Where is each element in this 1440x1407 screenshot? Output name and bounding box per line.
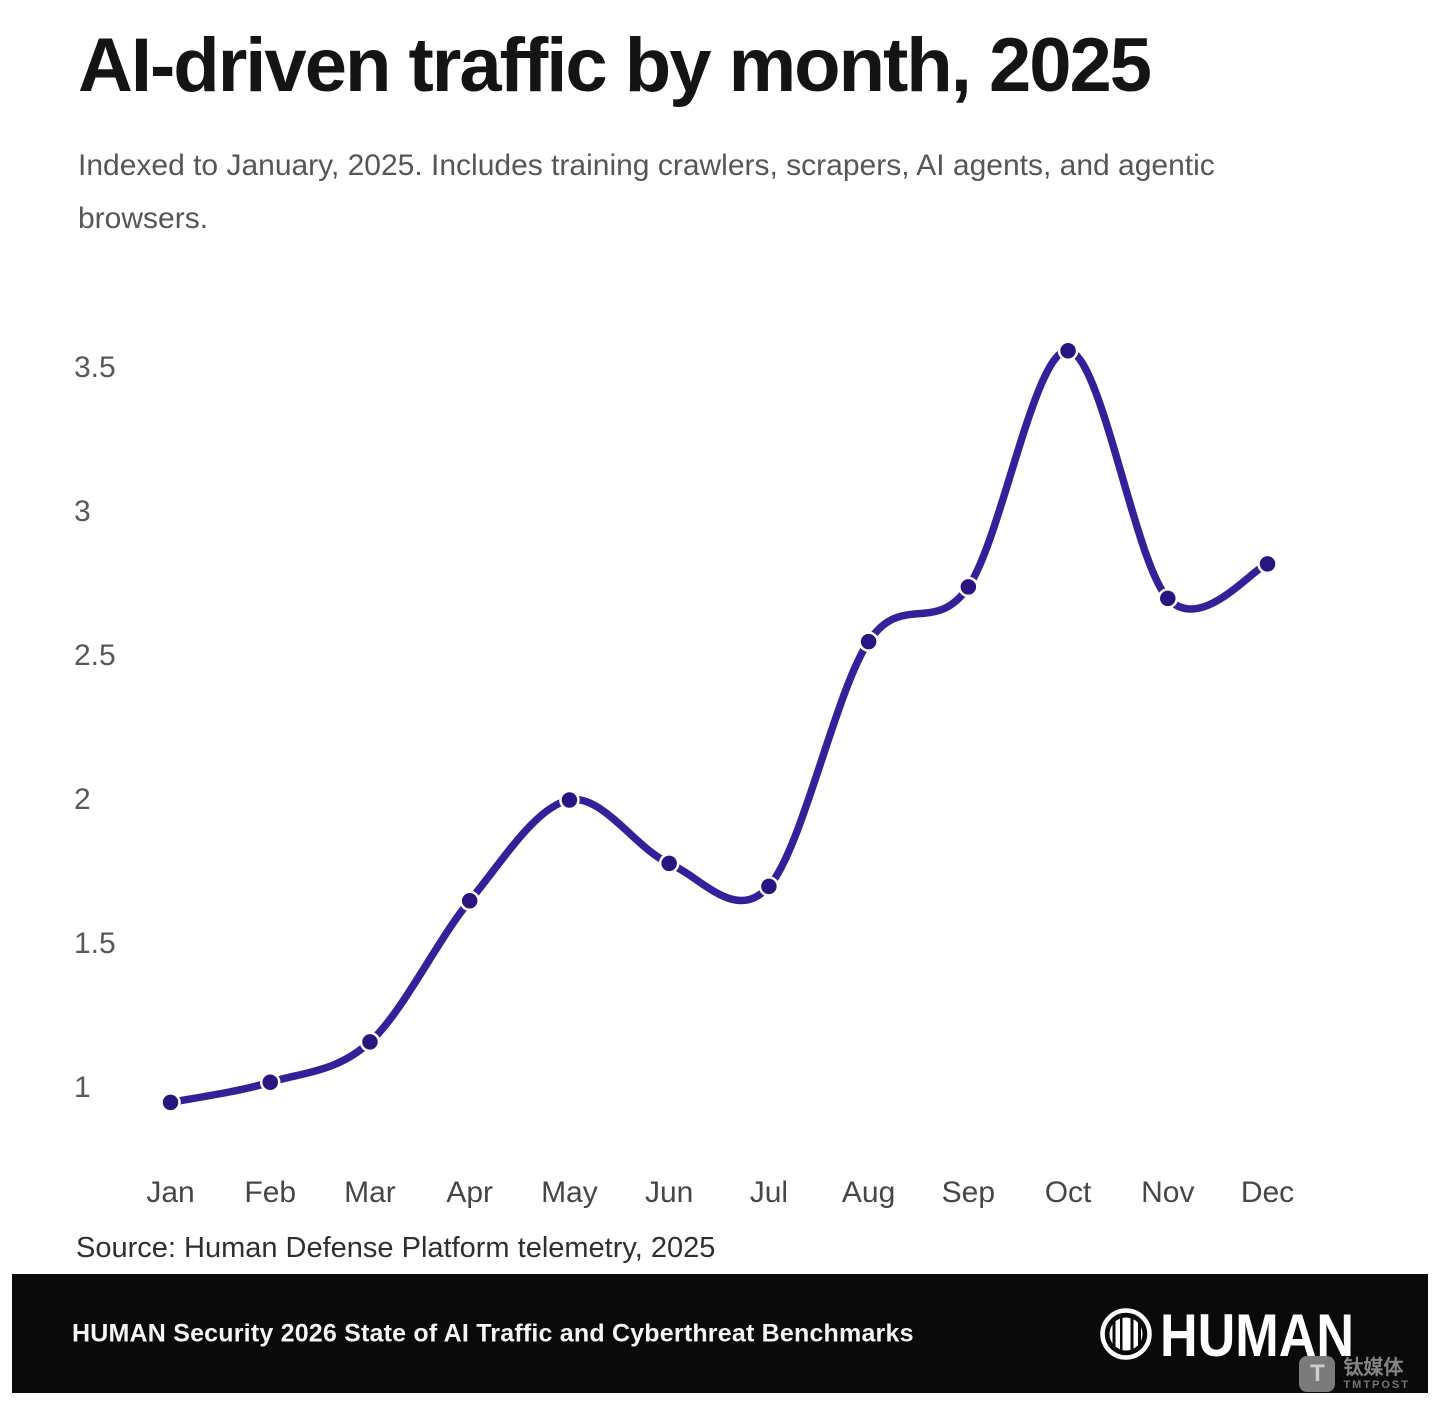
x-tick-label: Oct	[1044, 1176, 1092, 1209]
data-point	[858, 631, 879, 652]
data-point	[559, 789, 580, 811]
chart-title: AI-driven traffic by month, 2025	[78, 23, 1152, 108]
data-point	[1157, 588, 1179, 609]
data-point	[459, 890, 480, 912]
data-point	[658, 853, 680, 874]
x-tick-label: Sep	[941, 1176, 996, 1209]
x-tick-label: Feb	[244, 1176, 297, 1209]
x-tick-label: Apr	[446, 1176, 494, 1209]
footer-caption: HUMAN Security 2026 State of AI Traffic …	[72, 1319, 914, 1347]
tmtpost-watermark: T 钛媒体 TMTPOST	[1299, 1356, 1410, 1392]
data-point	[758, 876, 780, 897]
y-tick-label: 1.5	[74, 927, 116, 960]
tmtpost-latin-label: TMTPOST	[1343, 1378, 1410, 1391]
traffic-line	[166, 346, 1272, 1107]
tmtpost-icon: T	[1299, 1356, 1336, 1392]
data-point	[1257, 553, 1278, 575]
tmtpost-watermark-text: 钛媒体 TMTPOST	[1343, 1357, 1410, 1391]
y-tick-label: 3.5	[74, 351, 116, 384]
x-tick-label: Jun	[644, 1176, 694, 1209]
data-point	[160, 1092, 181, 1113]
x-tick-label: Nov	[1141, 1176, 1195, 1209]
source-attribution: Source: Human Defense Platform telemetry…	[76, 1232, 716, 1264]
tmtpost-cjk-label: 钛媒体	[1343, 1356, 1404, 1379]
y-tick-label: 2.5	[74, 639, 116, 672]
data-point	[359, 1031, 381, 1053]
x-tick-label: Jan	[146, 1176, 195, 1209]
data-point	[958, 576, 979, 598]
y-tick-label: 1	[74, 1071, 91, 1104]
y-tick-label: 2	[74, 783, 91, 816]
x-tick-label: Jul	[749, 1176, 789, 1209]
y-tick-label: 3	[74, 495, 91, 528]
footer-bar: HUMAN Security 2026 State of AI Traffic …	[12, 1274, 1428, 1393]
x-tick-label: May	[541, 1176, 598, 1209]
data-point	[1057, 340, 1079, 361]
data-point	[259, 1071, 281, 1093]
x-tick-label: Dec	[1240, 1176, 1295, 1209]
x-tick-label: Mar	[344, 1176, 396, 1209]
chart-subtitle: Indexed to January, 2025. Includes train…	[78, 149, 1215, 235]
tmtpost-icon-letter: T	[1310, 1360, 1325, 1387]
x-tick-label: Aug	[841, 1176, 896, 1209]
human-logo-icon	[1100, 1307, 1152, 1360]
